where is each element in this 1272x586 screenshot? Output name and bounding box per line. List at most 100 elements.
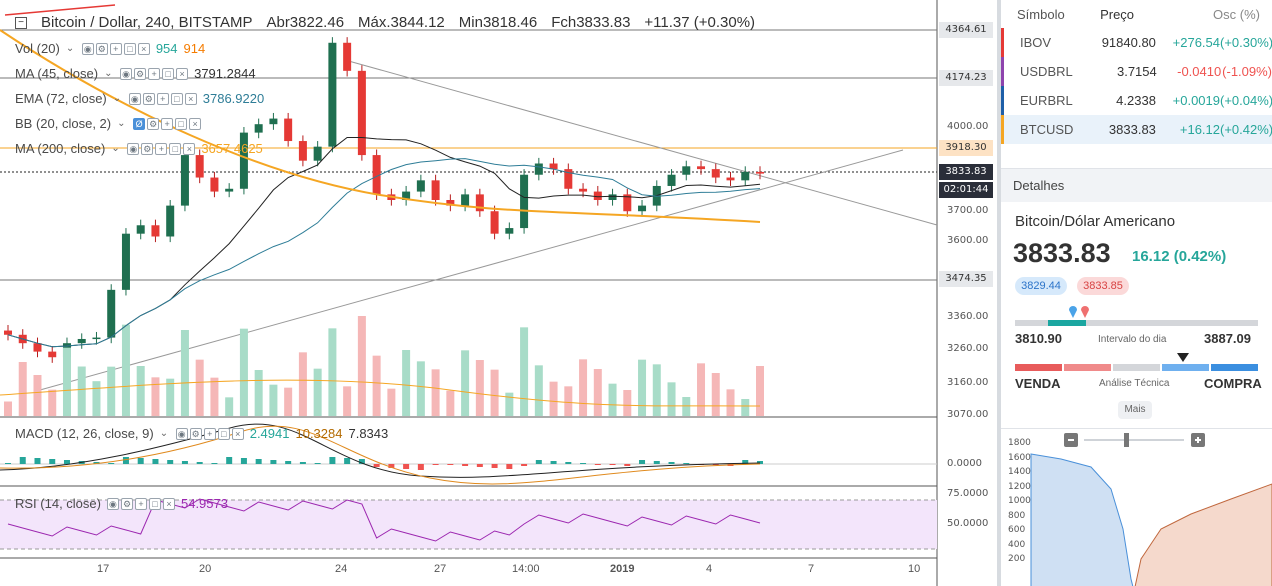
eye-icon[interactable]: ◉ [175,427,188,440]
collapse-icon[interactable]: − [15,16,27,29]
chevron-down-icon[interactable]: ⌄ [117,118,126,129]
close-icon[interactable]: × [231,427,244,440]
legend-label[interactable]: MA (45, close) [15,66,99,81]
watchlist-symbol[interactable]: IBOV [1020,35,1052,50]
candle[interactable] [225,183,234,198]
chevron-down-icon[interactable]: ⌄ [111,143,120,154]
zoom-handle[interactable] [1124,433,1129,447]
watchlist-row[interactable]: IBOV 91840.80 +276.54 (+0.30%) [1001,28,1272,57]
watchlist-symbol[interactable]: EURBRL [1020,93,1073,108]
candle[interactable] [180,149,189,212]
close-icon[interactable]: × [184,92,197,105]
plus-icon[interactable]: + [156,92,169,105]
close-icon[interactable]: × [189,117,202,130]
candle[interactable] [357,65,366,161]
candle[interactable] [475,188,484,217]
candle[interactable] [77,333,86,349]
candle[interactable] [520,169,529,234]
ta-caption[interactable]: Análise Técnica [1099,378,1170,389]
eye-icon[interactable]: ◉ [106,497,119,510]
candle[interactable] [4,324,12,341]
trendline[interactable] [4,4,116,16]
candle[interactable] [284,112,293,147]
candle[interactable] [402,185,411,206]
more-button[interactable]: Mais [1118,401,1152,419]
candle[interactable] [416,174,425,198]
candle[interactable] [608,188,617,206]
candle[interactable] [697,160,706,175]
details-header[interactable]: Detalhes [1001,168,1272,202]
candle[interactable] [564,163,573,195]
candle[interactable] [33,337,42,358]
candle[interactable] [711,163,720,184]
plus-icon[interactable]: + [161,117,174,130]
candle[interactable] [343,37,352,77]
more-icon[interactable]: □ [169,142,182,155]
gear-icon[interactable]: ⚙ [147,117,160,130]
candle[interactable] [756,166,764,180]
eye-icon[interactable]: Ø [133,117,146,130]
candle[interactable] [313,141,322,167]
trendline[interactable] [344,59,938,226]
candle[interactable] [269,112,278,130]
more-icon[interactable]: □ [175,117,188,130]
watchlist-row[interactable]: USDBRL 3.7154 -0.0410 (-1.09%) [1001,57,1272,86]
plus-icon[interactable]: + [155,142,168,155]
eye-icon[interactable]: ◉ [127,142,140,155]
candle[interactable] [431,174,440,206]
plus-icon[interactable]: + [109,42,122,55]
candle[interactable] [107,284,116,344]
header-symbol[interactable]: Símbolo [1017,6,1065,22]
close-icon[interactable]: × [176,67,189,80]
candle[interactable] [682,160,691,181]
more-icon[interactable]: □ [123,42,136,55]
candle[interactable] [726,171,735,186]
chevron-down-icon[interactable]: ⌄ [65,43,75,54]
candle[interactable] [549,157,558,175]
candle[interactable] [490,205,499,240]
candle[interactable] [741,166,750,186]
candle[interactable] [505,222,514,240]
candle[interactable] [92,331,101,345]
more-icon[interactable]: □ [217,427,230,440]
candle[interactable] [328,37,337,153]
legend-label[interactable]: BB (20, close, 2) [15,116,112,131]
candle[interactable] [48,346,57,363]
header-price[interactable]: Preço [1100,6,1135,22]
gear-icon[interactable]: ⚙ [134,67,147,80]
close-icon[interactable]: × [183,142,196,155]
close-icon[interactable]: × [162,497,175,510]
candle[interactable] [667,169,676,192]
eye-icon[interactable]: ◉ [81,42,94,55]
legend-label[interactable]: MACD (12, 26, close, 9) [15,426,154,441]
candle[interactable] [254,118,263,139]
chevron-down-icon[interactable]: ⌄ [159,428,169,439]
watchlist-symbol[interactable]: BTCUSD [1020,122,1074,137]
gear-icon[interactable]: ⚙ [95,42,108,55]
chart-area[interactable]: − Bitcoin / Dollar, 240, BITSTAMP Abr382… [0,0,997,586]
chevron-down-icon[interactable]: ⌄ [104,68,113,79]
candle[interactable] [461,188,470,212]
header-change[interactable]: Osc (%) [1213,6,1260,22]
gear-icon[interactable]: ⚙ [120,497,133,510]
candle[interactable] [446,194,455,212]
candle[interactable] [121,228,130,296]
trendline[interactable] [39,149,904,391]
gear-icon[interactable]: ⚙ [189,427,202,440]
gear-icon[interactable]: ⚙ [142,92,155,105]
more-icon[interactable]: □ [148,497,161,510]
candle[interactable] [151,219,160,243]
candle[interactable] [638,200,647,217]
candle[interactable] [372,149,381,200]
plus-icon[interactable]: + [148,67,161,80]
depth-zoom-controls[interactable] [1064,433,1205,447]
watchlist-row[interactable]: EURBRL 4.2338 +0.0019 (+0.04%) [1001,86,1272,115]
candle[interactable] [195,149,204,184]
candle[interactable] [534,157,543,181]
close-icon[interactable]: × [137,42,150,55]
watchlist-row[interactable]: BTCUSD 3833.83 +16.12 (+0.42%) [1001,115,1272,144]
eye-icon[interactable]: ◉ [128,92,141,105]
zoom-slider[interactable] [1084,439,1184,441]
candle[interactable] [298,135,307,167]
more-icon[interactable]: □ [162,67,175,80]
